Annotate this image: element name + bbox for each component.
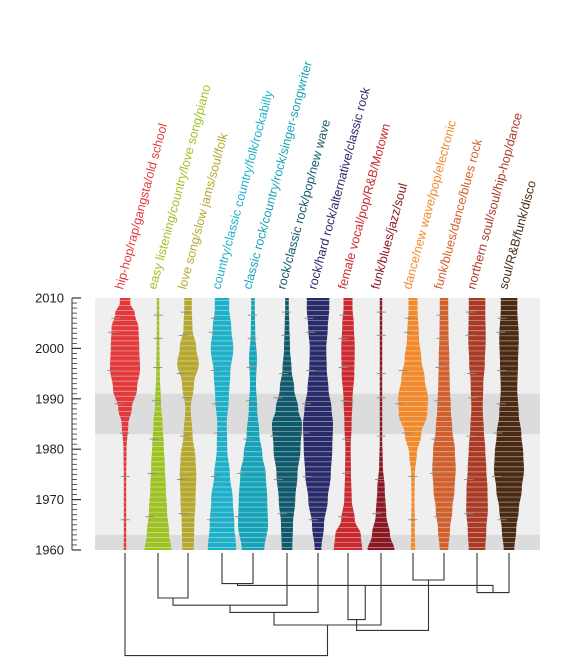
violin-shape	[367, 298, 395, 550]
dendrogram-link	[124, 553, 329, 657]
y-tick-label: 2000	[35, 341, 64, 356]
violin-1	[107, 298, 140, 550]
y-axis: 1960 1970 1980 1990 2000 2010	[35, 291, 81, 558]
y-tick-label: 1980	[35, 442, 64, 457]
y-tick-label: 2010	[35, 291, 64, 306]
violin-8	[333, 298, 363, 550]
dendrogram-link	[221, 553, 254, 585]
violin-5	[235, 298, 268, 550]
violin-11	[429, 298, 456, 550]
dendrogram-link	[347, 553, 366, 621]
y-tick-label: 1960	[35, 543, 64, 558]
violin-3	[176, 298, 199, 550]
violin-shape	[333, 298, 363, 550]
y-tick-label: 1990	[35, 391, 64, 406]
dendrogram-link	[157, 553, 189, 599]
violin-4	[206, 298, 237, 550]
violin-6	[269, 298, 302, 550]
dendrogram	[124, 553, 510, 657]
violin-10	[395, 298, 428, 550]
violin-plots	[107, 298, 524, 550]
violin-12	[463, 298, 488, 550]
dendrogram-link	[412, 553, 445, 581]
y-tick-label: 1970	[35, 492, 64, 507]
dendrogram-link	[229, 553, 319, 613]
dendrogram-link	[356, 580, 430, 631]
violin-9	[367, 298, 395, 550]
dendrogram-link	[172, 553, 288, 606]
violin-13	[492, 298, 524, 550]
violin-7	[300, 298, 333, 550]
violin-2	[144, 298, 172, 550]
